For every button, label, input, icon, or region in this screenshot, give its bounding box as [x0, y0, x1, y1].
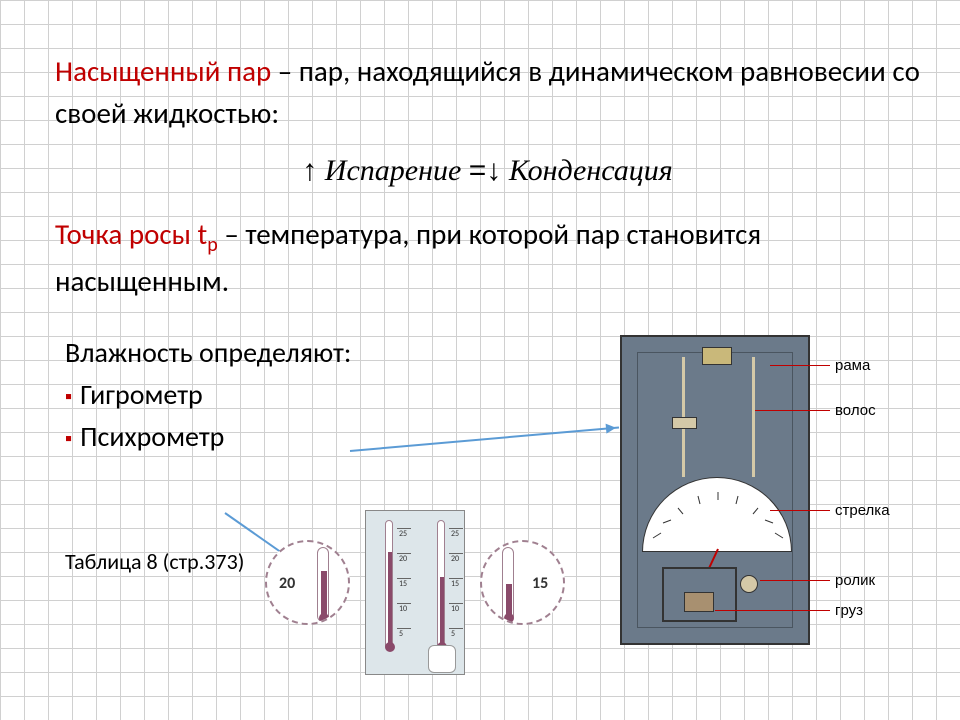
- wet-fluid: [440, 577, 444, 647]
- psychrometer-diagram: 25 20 15 10 5 25 20 15 10 5 20 15: [265, 510, 565, 680]
- leader-line: [760, 580, 830, 581]
- dry-fluid: [388, 552, 392, 647]
- label-hair: волос: [835, 402, 876, 419]
- definition-saturated-vapor: Насыщенный пар – пар, находящийся в дина…: [55, 50, 920, 134]
- dry-thermometer: [385, 520, 393, 650]
- zoom-right: 15: [480, 540, 565, 625]
- hygrometer-top-mount: [702, 347, 732, 365]
- leader-line: [770, 365, 830, 366]
- definition-dew-point: Точка росы tp – температура, при которой…: [55, 213, 920, 302]
- label-frame: рама: [835, 357, 870, 374]
- term-saturated-vapor: Насыщенный пар: [55, 53, 271, 89]
- formula-condensation: Конденсация: [501, 154, 672, 187]
- bullet-icon: ▪: [65, 427, 72, 451]
- label-needle: стрелка: [835, 502, 890, 519]
- hygrometer-weight: [684, 592, 714, 612]
- up-arrow: ↑: [302, 154, 317, 187]
- leader-line: [715, 610, 830, 611]
- hygrometer-slider: [672, 417, 697, 429]
- wet-cloth: [428, 645, 456, 673]
- hygrometer-diagram: рама волос стрелка ролик груз: [620, 335, 920, 655]
- wet-thermometer: [437, 520, 445, 650]
- psy-scale-left: 25 20 15 10 5: [397, 520, 411, 650]
- equals-down-arrow: =↓: [469, 154, 502, 187]
- leader-line: [755, 410, 830, 411]
- bullet-icon: ▪: [65, 385, 72, 409]
- zoom-right-thermo: [502, 547, 514, 622]
- leader-line: [770, 510, 830, 511]
- dry-bulb: [385, 642, 395, 652]
- term-dew-point: Точка росы tp: [55, 216, 218, 252]
- formula-evaporation: Испарение: [317, 154, 469, 187]
- evaporation-condensation-formula: ↑ Испарение =↓ Конденсация: [55, 154, 920, 188]
- label-weight: груз: [835, 602, 863, 619]
- hygrometer-body: [620, 335, 810, 645]
- zoom-left-thermo: [317, 547, 329, 622]
- hygrometer-roller: [740, 575, 758, 593]
- zoom-left: 20: [265, 540, 350, 625]
- zoom-left-value: 20: [279, 574, 295, 593]
- zoom-right-value: 15: [532, 574, 548, 593]
- label-roller: ролик: [835, 572, 875, 589]
- psy-scale-right: 25 20 15 10 5: [449, 520, 463, 650]
- hygrometer-rod-right: [752, 357, 755, 477]
